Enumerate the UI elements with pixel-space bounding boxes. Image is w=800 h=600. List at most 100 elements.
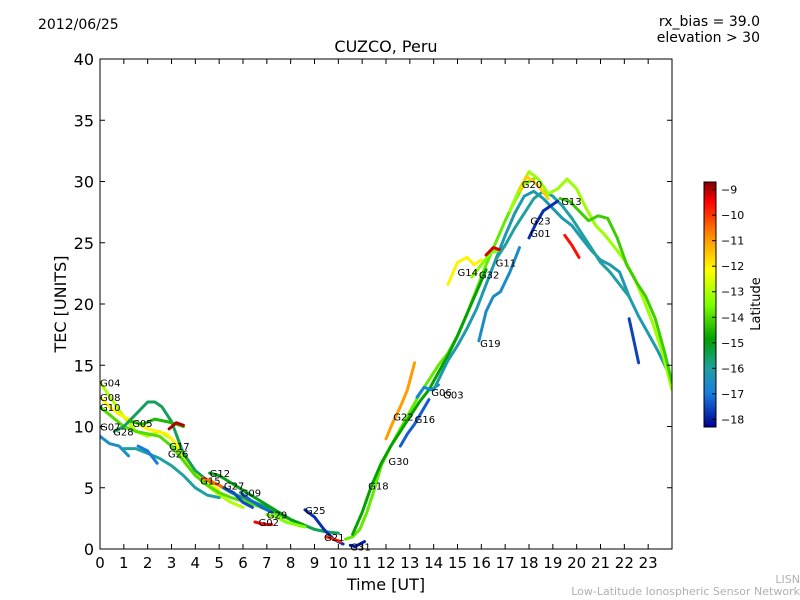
x-tick-label-2: 2 — [143, 554, 153, 572]
series-line-g31 — [348, 540, 366, 548]
series-line-g23 — [518, 175, 550, 201]
x-tick-label-18: 18 — [519, 554, 538, 572]
credit-line-2: Low-Latitude Ionospheric Sensor Network — [571, 585, 800, 598]
series-line-g32 — [470, 248, 502, 279]
satellite-label-g22: G22 — [393, 413, 413, 424]
x-tick-label-12: 12 — [376, 554, 395, 572]
satellite-label-g25: G25 — [305, 506, 325, 517]
x-tick-label-5: 5 — [214, 554, 224, 572]
colorbar-tick-label-9: −18 — [721, 413, 744, 426]
satellite-label-g28: G28 — [113, 427, 133, 438]
colorbar-tick-label-7: −16 — [721, 362, 744, 375]
series-line-g29 — [265, 513, 307, 529]
y-tick-label-35: 35 — [74, 111, 94, 130]
series-line-g18 — [344, 177, 536, 541]
satellite-label-g18: G18 — [368, 481, 388, 492]
series-line-g26 — [136, 444, 159, 465]
satellite-label-g10: G10 — [100, 403, 120, 414]
colorbar-ticks: −9 −10 −11 −12 −13 −14 −15 −16 −17 −18 — [712, 184, 744, 426]
satellite-label-g20: G20 — [522, 180, 542, 191]
series-line-g32b — [484, 246, 502, 257]
x-tick-label-22: 22 — [615, 554, 634, 572]
satellite-label-g17: G17 — [169, 442, 189, 453]
colorbar-tick-label-2: −11 — [721, 235, 744, 248]
series-line-g01 — [527, 199, 560, 240]
series-layer — [100, 170, 672, 548]
colorbar-tick-label-8: −17 — [721, 388, 744, 401]
satellite-label-g27: G27 — [224, 481, 244, 492]
satellite-label-g13: G13 — [561, 197, 581, 208]
colorbar-tick-label-6: −15 — [721, 337, 744, 350]
params-label: rx_bias = 39.0 elevation > 30 — [657, 14, 760, 46]
satellite-label-g30: G30 — [388, 457, 408, 468]
x-tick-label-7: 7 — [262, 554, 272, 572]
satellite-label-g16: G16 — [415, 415, 435, 426]
colorbar-tick-label-5: −14 — [721, 311, 744, 324]
series-line-g17 — [122, 447, 221, 500]
satellite-label-g23: G23 — [530, 217, 550, 228]
colorbar-label: Latitude — [749, 277, 764, 331]
credit-text: LISN Low-Latitude Ionospheric Sensor Net… — [571, 574, 800, 598]
series-line-g02 — [253, 520, 274, 526]
x-tick-label-6: 6 — [238, 554, 248, 572]
plot-frame — [99, 58, 673, 550]
x-tick-label-15: 15 — [448, 554, 467, 572]
satellite-label-g03: G03 — [443, 391, 463, 402]
y-axis-label: TEC [UNITS] — [51, 256, 70, 354]
colorbar-tick-label-3: −12 — [721, 260, 744, 273]
date-label: 2012/06/25 — [38, 17, 119, 33]
satellite-label-g02: G02 — [259, 518, 279, 529]
credit-line-1: LISN — [775, 573, 800, 586]
satellite-label-g05: G05 — [132, 419, 152, 430]
x-tick-label-14: 14 — [424, 554, 443, 572]
x-tick-label-4: 4 — [191, 554, 201, 572]
satellite-label-g04: G04 — [100, 378, 120, 389]
x-tick-label-10: 10 — [329, 554, 348, 572]
x-tick-label-16: 16 — [472, 554, 491, 572]
satellite-label-g08: G08 — [100, 393, 120, 404]
chart-title: CUZCO, Peru — [334, 37, 438, 56]
x-tick-label-9: 9 — [310, 554, 320, 572]
series-line-g03 — [432, 189, 672, 392]
x-axis: 0 1 2 3 4 5 6 7 8 9 10 11 12 13 14 15 16 17 18 19 20 21 22 23 — [95, 59, 658, 572]
x-tick-label-3: 3 — [167, 554, 177, 572]
series-line-g30 — [351, 268, 488, 536]
satellite-label-g15: G15 — [200, 476, 220, 487]
rx-bias-text: rx_bias = 39.0 — [658, 14, 760, 30]
x-tick-label-8: 8 — [286, 554, 296, 572]
series-line-g16 — [398, 398, 431, 448]
x-tick-label-23: 23 — [639, 554, 658, 572]
series-line-g11 — [494, 189, 631, 299]
series-line-g10 — [100, 405, 316, 531]
x-tick-label-13: 13 — [400, 554, 419, 572]
y-tick-label-40: 40 — [74, 50, 94, 69]
y-tick-label-20: 20 — [74, 295, 94, 314]
satellite-label-g09: G09 — [241, 489, 261, 500]
satellite-label-g19: G19 — [480, 339, 500, 350]
colorbar — [703, 181, 717, 428]
series-line-g09 — [239, 491, 274, 514]
x-tick-label-1: 1 — [119, 554, 129, 572]
y-tick-label-25: 25 — [74, 234, 94, 253]
x-tick-label-17: 17 — [496, 554, 515, 572]
series-line-g13b — [563, 233, 581, 259]
colorbar-tick-label-1: −10 — [721, 209, 744, 222]
satellite-label-g32: G32 — [479, 271, 499, 282]
series-line-g12 — [208, 471, 305, 526]
satellite-label-g12: G12 — [210, 469, 230, 480]
satellite-label-g21: G21 — [324, 533, 344, 544]
satellite-label-g11: G11 — [496, 258, 516, 269]
y-tick-label-30: 30 — [74, 173, 94, 192]
series-line-g22 — [384, 361, 417, 441]
y-tick-label-10: 10 — [74, 418, 94, 437]
satellite-label-g14: G14 — [458, 268, 478, 279]
series-line-g13c — [627, 317, 641, 365]
series-line-g20 — [508, 170, 672, 392]
y-tick-label-0: 0 — [84, 540, 94, 559]
y-tick-label-15: 15 — [74, 356, 94, 375]
satellite-label-g01: G01 — [530, 229, 550, 240]
series-line-g05b — [167, 421, 185, 431]
x-tick-label-19: 19 — [543, 554, 562, 572]
